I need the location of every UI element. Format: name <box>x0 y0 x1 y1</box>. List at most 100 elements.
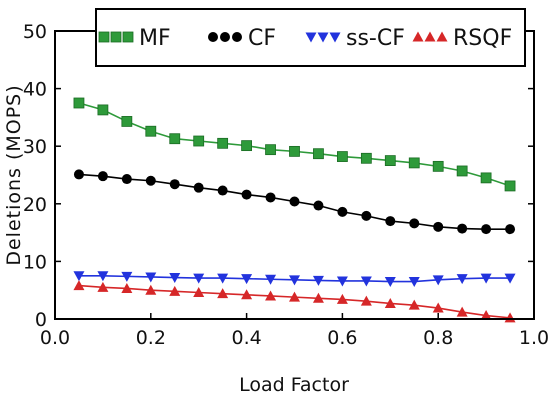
data-point-ss-cf <box>193 273 205 284</box>
legend-marker-rsqf <box>424 31 436 42</box>
data-point-rsqf <box>360 295 372 306</box>
data-point-ss-cf <box>241 274 253 285</box>
y-tick-label: 30 <box>23 136 47 158</box>
legend-item-cf: CF <box>208 26 276 51</box>
legend-item-ss-cf: ss-CF <box>305 26 405 51</box>
x-tick-label: 0.8 <box>423 327 453 349</box>
y-tick-label: 20 <box>23 194 47 216</box>
data-point-rsqf <box>408 299 420 310</box>
legend-marker-mf <box>110 31 122 43</box>
data-point-ss-cf <box>456 274 468 285</box>
data-point-cf <box>361 210 372 221</box>
data-point-ss-cf <box>217 273 229 284</box>
data-point-mf <box>384 155 396 167</box>
legend-item-rsqf: RSQF <box>412 26 512 51</box>
data-point-rsqf <box>384 297 396 308</box>
data-point-cf <box>409 218 420 229</box>
data-point-ss-cf <box>73 271 85 282</box>
data-point-cf <box>313 200 324 211</box>
legend-marker-mf <box>122 31 134 43</box>
series-line-rsqf <box>78 284 511 319</box>
legend: MF CF ss-CF RSQF <box>95 8 526 67</box>
series-rsqf <box>73 280 516 323</box>
data-point-mf <box>145 125 157 137</box>
legend-label-ss-cf: ss-CF <box>346 26 405 51</box>
y-axis-ticks: 0 10 20 30 40 50 <box>23 21 534 331</box>
data-point-rsqf <box>241 289 253 300</box>
y-axis-label: Deletions (MOPS) <box>3 84 25 265</box>
data-point-rsqf <box>169 285 181 296</box>
data-point-rsqf <box>432 302 444 313</box>
data-point-mf <box>313 148 324 160</box>
legend-item-mf: MF <box>98 26 171 51</box>
legend-marker-rsqf <box>412 31 424 42</box>
legend-marker-cf <box>220 32 230 42</box>
data-point-mf <box>193 135 205 147</box>
data-point-ss-cf <box>265 274 277 285</box>
y-tick-label: 50 <box>23 21 47 43</box>
data-point-rsqf <box>336 293 348 304</box>
data-point-mf <box>121 116 133 127</box>
data-point-cf <box>433 221 444 232</box>
data-point-ss-cf <box>408 277 420 288</box>
data-point-mf <box>241 140 253 152</box>
data-point-ss-cf <box>360 276 372 287</box>
data-point-ss-cf <box>169 273 181 284</box>
data-point-mf <box>169 133 181 145</box>
legend-marker-rsqf <box>436 31 448 42</box>
data-point-cf <box>169 179 180 190</box>
legend-marker-mf <box>98 31 110 43</box>
legend-label-mf: MF <box>139 26 171 51</box>
series-line-mf <box>78 102 511 187</box>
data-point-mf <box>73 97 85 109</box>
data-point-rsqf <box>97 281 109 292</box>
data-point-ss-cf <box>121 271 133 282</box>
data-point-rsqf <box>73 280 85 291</box>
data-point-ss-cf <box>336 276 348 287</box>
data-point-cf <box>145 175 156 186</box>
legend-marker-ss-cf <box>305 32 317 43</box>
data-point-ss-cf <box>504 273 516 284</box>
data-point-cf <box>481 224 492 235</box>
data-point-rsqf <box>265 290 277 301</box>
data-point-ss-cf <box>145 272 157 283</box>
data-point-rsqf <box>121 282 133 293</box>
data-point-rsqf <box>145 284 157 295</box>
data-point-mf <box>97 104 109 116</box>
legend-items: MF CF ss-CF RSQF <box>98 26 512 51</box>
legend-marker-ss-cf <box>317 32 329 43</box>
data-point-mf <box>289 145 300 157</box>
data-point-cf <box>193 182 204 193</box>
data-point-rsqf <box>289 291 300 302</box>
legend-marker-cf <box>232 32 242 42</box>
data-point-mf <box>432 160 444 172</box>
data-point-mf <box>504 180 516 192</box>
data-point-cf <box>385 216 396 227</box>
y-tick-label: 40 <box>23 79 47 101</box>
data-point-rsqf <box>193 287 205 298</box>
data-point-ss-cf <box>432 275 444 286</box>
series-mf <box>73 97 516 192</box>
data-point-rsqf <box>480 310 492 321</box>
data-point-ss-cf <box>384 277 396 288</box>
data-point-rsqf <box>456 306 468 317</box>
data-point-mf <box>217 137 229 149</box>
x-tick-label: 0.2 <box>136 327 166 349</box>
data-point-mf <box>336 151 348 162</box>
data-point-mf <box>480 172 492 184</box>
data-point-cf <box>97 171 108 182</box>
data-point-cf <box>121 174 132 185</box>
data-point-ss-cf <box>97 271 109 282</box>
data-point-mf <box>456 165 468 177</box>
data-point-cf <box>337 206 348 217</box>
series-ss-cf <box>73 271 516 288</box>
legend-marker-ss-cf <box>329 32 341 43</box>
data-point-cf <box>73 169 84 180</box>
data-point-rsqf <box>312 292 324 303</box>
data-point-ss-cf <box>312 275 324 286</box>
data-point-ss-cf <box>480 273 492 284</box>
data-point-cf <box>457 223 468 234</box>
x-axis-label: Load Factor <box>239 374 349 396</box>
y-tick-label: 10 <box>23 251 47 273</box>
